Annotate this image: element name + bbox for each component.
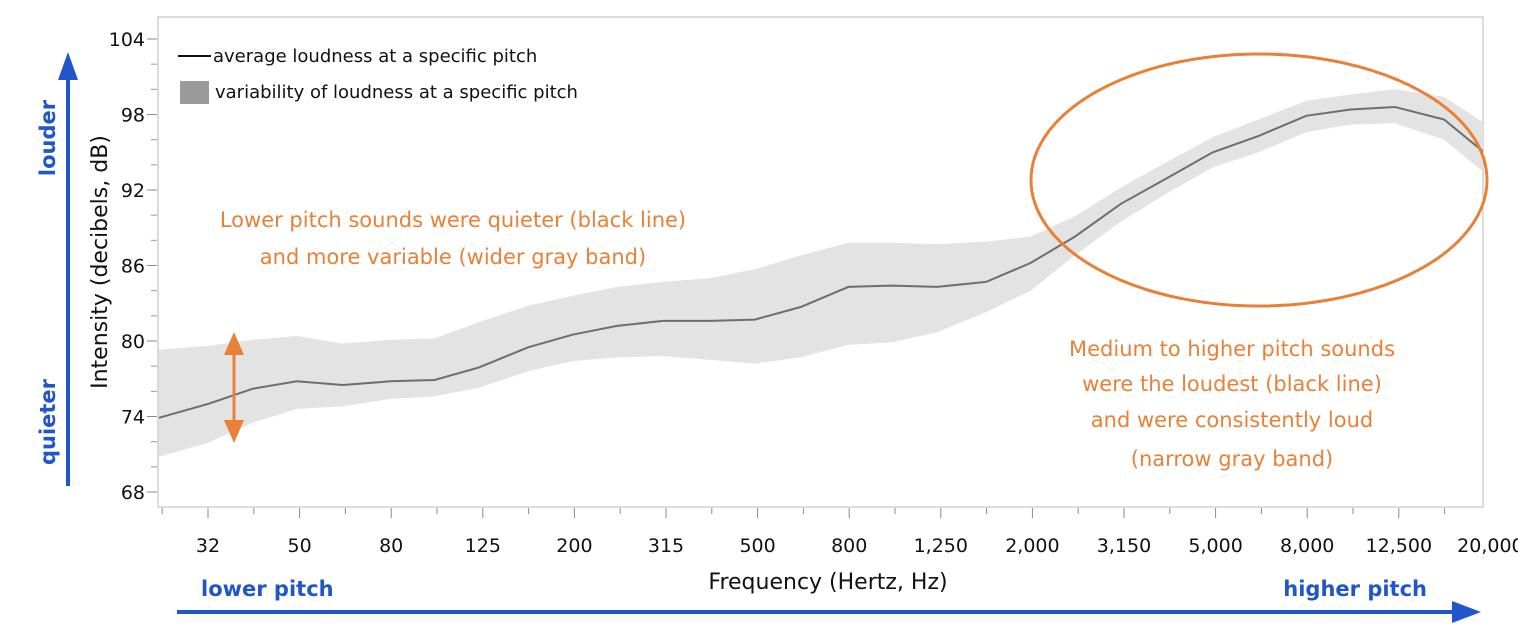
pitch-direction-arrow: [177, 601, 1481, 623]
x-tick-label: 12,500: [1366, 535, 1432, 557]
y-tick-label: 104: [109, 29, 145, 51]
higher-pitch-label: higher pitch: [1283, 577, 1427, 601]
legend: average loudness at a specific pitch var…: [178, 46, 578, 104]
legend-line-label: average loudness at a specific pitch: [213, 46, 537, 67]
lower-pitch-label: lower pitch: [201, 577, 334, 601]
low-pitch-note-line-1: Lower pitch sounds were quieter (black l…: [220, 208, 686, 232]
x-tick-label: 800: [831, 535, 867, 557]
variability-band: [158, 89, 1483, 457]
x-tick-label: 3,150: [1097, 535, 1151, 557]
loudness-direction-arrow: [58, 52, 78, 486]
y-tick-label: 68: [121, 482, 145, 504]
y-tick-label: 74: [121, 407, 145, 429]
x-tick-label: 500: [739, 535, 775, 557]
x-tick-label: 125: [465, 535, 501, 557]
x-tick-label: 5,000: [1188, 535, 1242, 557]
legend-band-swatch: [180, 81, 209, 104]
high-pitch-note-line-2: were the loudest (black line): [1082, 372, 1382, 396]
high-pitch-highlight-ellipse: [1029, 52, 1489, 308]
y-tick-label: 86: [121, 256, 145, 278]
y-axis: 68 74 80 86 92 98 104: [109, 29, 157, 504]
y-tick-label: 98: [121, 105, 145, 127]
x-tick-label: 50: [288, 535, 312, 557]
low-pitch-note-line-2: and more variable (wider gray band): [260, 245, 646, 269]
average-loudness-line: [158, 105, 1483, 419]
variability-double-arrow: [224, 332, 244, 443]
x-tick-label: 20,000: [1457, 535, 1518, 557]
data-layer: [158, 89, 1483, 457]
x-tick-label: 80: [379, 535, 403, 557]
x-tick-label: 32: [196, 535, 220, 557]
high-pitch-note-line-1: Medium to higher pitch sounds: [1069, 337, 1395, 361]
high-pitch-note-line-3: and were consistently loud: [1091, 408, 1373, 432]
x-tick-label: 1,250: [914, 535, 968, 557]
louder-label: louder: [36, 99, 60, 176]
quieter-label: quieter: [36, 378, 60, 465]
high-pitch-note-line-4: (narrow gray band): [1131, 447, 1333, 471]
x-tick-label: 8,000: [1280, 535, 1334, 557]
x-tick-label: 2,000: [1005, 535, 1059, 557]
x-axis-title: Frequency (Hertz, Hz): [708, 570, 947, 595]
x-axis: 32 50 80 125 200 315 500 800 1,250 2,000 3,150 5,00…: [161, 508, 1518, 557]
legend-band-label: variability of loudness at a specific pi…: [215, 82, 578, 103]
x-tick-label: 315: [648, 535, 684, 557]
x-tick-label: 200: [556, 535, 592, 557]
y-tick-label: 92: [121, 180, 145, 202]
y-tick-label: 80: [121, 331, 145, 353]
y-axis-title: Intensity (decibels, dB): [88, 135, 113, 389]
